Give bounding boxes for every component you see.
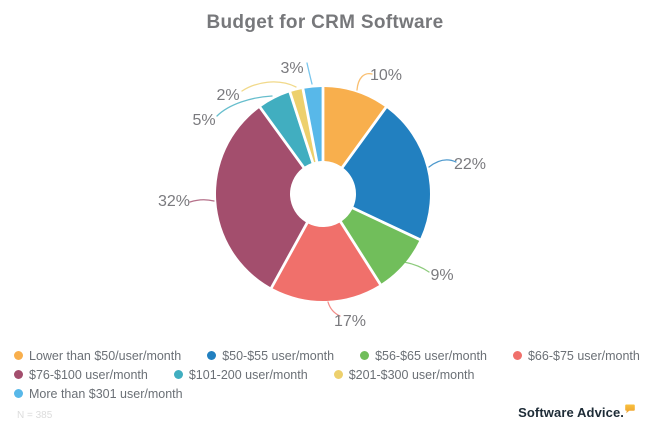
donut-slice-6 [291, 89, 316, 163]
sample-size-note: N = 385 [17, 410, 53, 421]
slice-value-label-1: 22% [454, 156, 486, 173]
slice-value-label-2: 9% [430, 267, 453, 284]
donut-slice-0 [324, 87, 385, 167]
leader-line-3 [327, 301, 341, 317]
donut-slice-5 [261, 92, 312, 167]
legend-item-6: $201-$300 user/month [333, 367, 475, 382]
legend-dot [333, 370, 343, 379]
slice-value-label-6: 2% [216, 87, 239, 104]
donut-slice-4 [216, 108, 306, 288]
legend-label: More than $301 user/month [29, 386, 183, 401]
brand-logo: Software Advice. [518, 404, 635, 420]
leader-line-6 [241, 81, 297, 92]
legend-dot [207, 351, 217, 360]
leader-line-0 [356, 72, 373, 91]
legend-label: Lower than $50/user/month [29, 348, 182, 363]
legend-row: More than $301 user/month [14, 386, 639, 401]
leader-line-1 [428, 159, 457, 168]
legend-item-7: More than $301 user/month [14, 387, 183, 401]
legend-label: $66-$75 user/month [527, 348, 640, 363]
legend-item-4: $76-$100 user/month [14, 368, 148, 382]
slice-value-label-4: 32% [158, 193, 190, 210]
slice-value-label-0: 10% [370, 67, 402, 84]
legend-dot [14, 370, 23, 379]
legend-dot [360, 351, 370, 360]
donut-slice-7 [304, 87, 322, 162]
chart-legend: Lower than $50/user/month $50-$55 user/mo… [14, 348, 640, 401]
legend-item-3: $66-$75 user/month [512, 348, 640, 363]
brand-name: Software Advice. [518, 405, 624, 420]
speech-bubble-icon [625, 404, 635, 414]
leader-line-5 [216, 95, 273, 117]
leader-line-7 [306, 62, 313, 85]
legend-item-0: Lower than $50/user/month [14, 349, 181, 363]
legend-label: $101-200 user/month [188, 367, 308, 382]
donut-slice-2 [341, 209, 420, 284]
legend-label: $76-$100 user/month [29, 367, 148, 382]
legend-dot [14, 389, 23, 398]
legend-item-1: $50-$55 user/month [207, 349, 334, 363]
legend-dot [173, 370, 183, 379]
leader-line-4 [189, 199, 215, 203]
legend-label: $56-$65 user/month [375, 348, 487, 363]
legend-row: $76-$100 user/month $101-200 user/month $2… [14, 367, 639, 382]
legend-label: $201-$300 user/month [348, 367, 475, 382]
slice-value-label-7: 3% [280, 60, 303, 77]
legend-dot [512, 351, 522, 360]
donut-slice-3 [272, 222, 380, 302]
legend-label: $50-$55 user/month [222, 348, 335, 363]
slice-value-label-3: 17% [334, 313, 366, 330]
legend-item-2: $56-$65 user/month [360, 349, 487, 363]
legend-item-5: $101-200 user/month [173, 367, 308, 382]
slice-value-label-5: 5% [192, 112, 215, 129]
donut-slices [216, 87, 430, 302]
chart-title: Budget for CRM Software [206, 12, 444, 33]
leader-lines [189, 62, 457, 317]
donut-slice-1 [343, 108, 430, 239]
leader-line-2 [403, 261, 430, 273]
legend-row: Lower than $50/user/month $50-$55 user/mo… [14, 348, 640, 363]
slice-value-labels: 10% 22% 9% 17% 32% 5%2% 3% [158, 60, 486, 330]
legend-dot [14, 351, 23, 360]
